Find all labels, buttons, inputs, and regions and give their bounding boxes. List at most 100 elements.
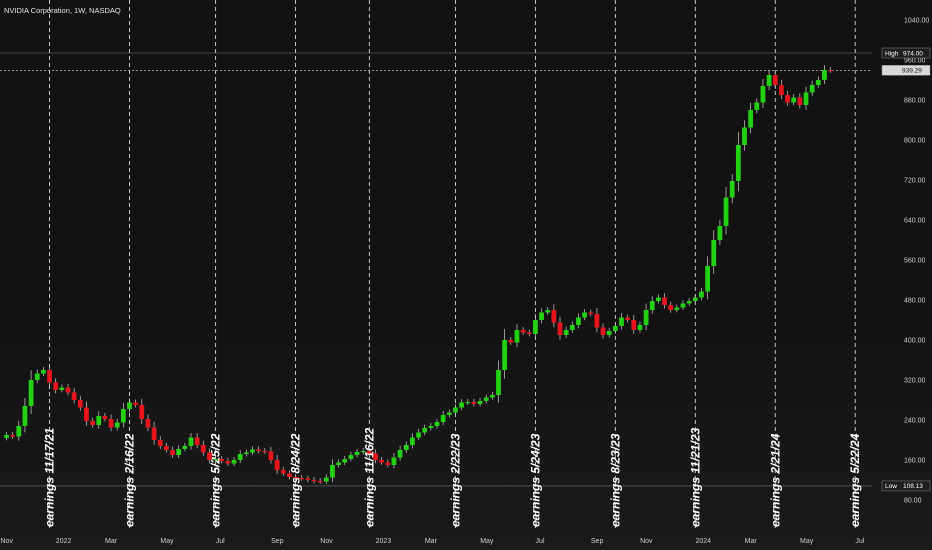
candle-body (496, 370, 501, 395)
candle-body (59, 387, 65, 390)
candle-body (225, 461, 231, 464)
candle-body (699, 291, 704, 298)
candle-body (563, 330, 569, 335)
candle-body (243, 452, 249, 454)
x-tick-label: May (800, 538, 814, 545)
candle-body (754, 102, 760, 110)
event-label-8: earnings 11/21/23 (688, 428, 702, 527)
x-tick-label: Mar (105, 538, 118, 545)
candle-body (828, 70, 833, 72)
candle-body (77, 400, 83, 408)
candle-body (360, 451, 366, 453)
candle-body (440, 415, 446, 422)
x-tick-label: Sep (591, 538, 604, 545)
candle-body (822, 70, 827, 80)
event-label-5: earnings 2/22/23 (448, 433, 462, 527)
candle-body (791, 97, 797, 103)
candle-body (317, 481, 323, 483)
candle-body (735, 145, 741, 181)
candle-body (348, 455, 354, 459)
candle-body (311, 480, 317, 482)
candle-body (489, 395, 495, 398)
candle-body (22, 406, 28, 426)
x-tick-label: 2022 (56, 538, 72, 545)
candle-body (656, 297, 661, 301)
candle-body (16, 426, 22, 437)
candle-body (723, 197, 729, 226)
candle-body (157, 440, 163, 446)
candle-body (108, 419, 114, 428)
y-tick-label: 160.00 (904, 458, 926, 465)
candle-body (526, 332, 532, 334)
last-price-value: 939.29 (902, 68, 922, 75)
candle-body (10, 435, 16, 437)
candle-body (366, 451, 372, 454)
event-label-7: earnings 8/23/23 (608, 433, 622, 527)
candle-body (434, 422, 440, 426)
x-tick-label: May (160, 538, 174, 545)
candle-body (680, 303, 686, 308)
candle-body (373, 453, 378, 460)
candle-body (151, 427, 157, 440)
candle-body (47, 370, 52, 383)
candle-body (742, 127, 747, 145)
candle-body (569, 325, 575, 330)
candle-body (606, 331, 612, 335)
candle-body (188, 437, 194, 446)
event-label-1: earnings 2/16/22 (123, 433, 137, 527)
candle-body (785, 95, 790, 103)
candle-body (256, 449, 262, 451)
candle-body (336, 462, 341, 465)
candle-body (717, 226, 723, 240)
candle-body (453, 407, 458, 413)
event-label-2: earnings 5/25/22 (209, 433, 223, 527)
candle-body (391, 457, 397, 465)
candle-body (133, 402, 139, 405)
candle-body (182, 446, 188, 449)
x-tick-label: Jul (536, 538, 545, 545)
candle-body (293, 477, 298, 479)
y-tick-label: 400.00 (904, 338, 926, 345)
candle-body (815, 80, 821, 85)
candle-body (385, 462, 391, 465)
candle-body (34, 373, 40, 380)
candle-body (649, 301, 655, 310)
candle-body (766, 75, 772, 86)
candle-body (465, 402, 471, 404)
candle-body (674, 307, 680, 310)
candle-body (219, 459, 225, 461)
candle-body (250, 449, 255, 453)
candle-body (268, 451, 274, 460)
candle-body (729, 181, 735, 198)
y-tick-label: 800.00 (904, 138, 926, 145)
candle-body (4, 435, 9, 438)
low-box (881, 480, 931, 492)
candle-body (354, 452, 360, 455)
candle-body (643, 310, 649, 325)
candle-body (631, 320, 637, 330)
candle-body (28, 380, 34, 406)
x-tick-label: May (480, 538, 494, 545)
candle-body (477, 401, 483, 404)
y-tick-label: 960.00 (904, 58, 926, 65)
candle-body (600, 327, 606, 335)
candle-body (711, 240, 717, 266)
candle-body (207, 452, 212, 460)
candle-body (145, 419, 151, 428)
candle-body (120, 409, 126, 423)
candle-body (662, 297, 667, 305)
candle-body (213, 459, 218, 461)
candle-body (668, 305, 674, 310)
y-tick-label: 1040.00 (904, 18, 929, 25)
candle-body (170, 450, 175, 455)
event-label-10: earnings 5/22/24 (848, 433, 862, 527)
candle-body (539, 312, 544, 320)
x-tick-label: Nov (1, 538, 14, 545)
low-value: 108.13 (903, 483, 923, 490)
candle-body (582, 312, 587, 318)
candle-body (459, 402, 464, 408)
candle-body (41, 370, 46, 374)
candle-body (422, 428, 428, 433)
